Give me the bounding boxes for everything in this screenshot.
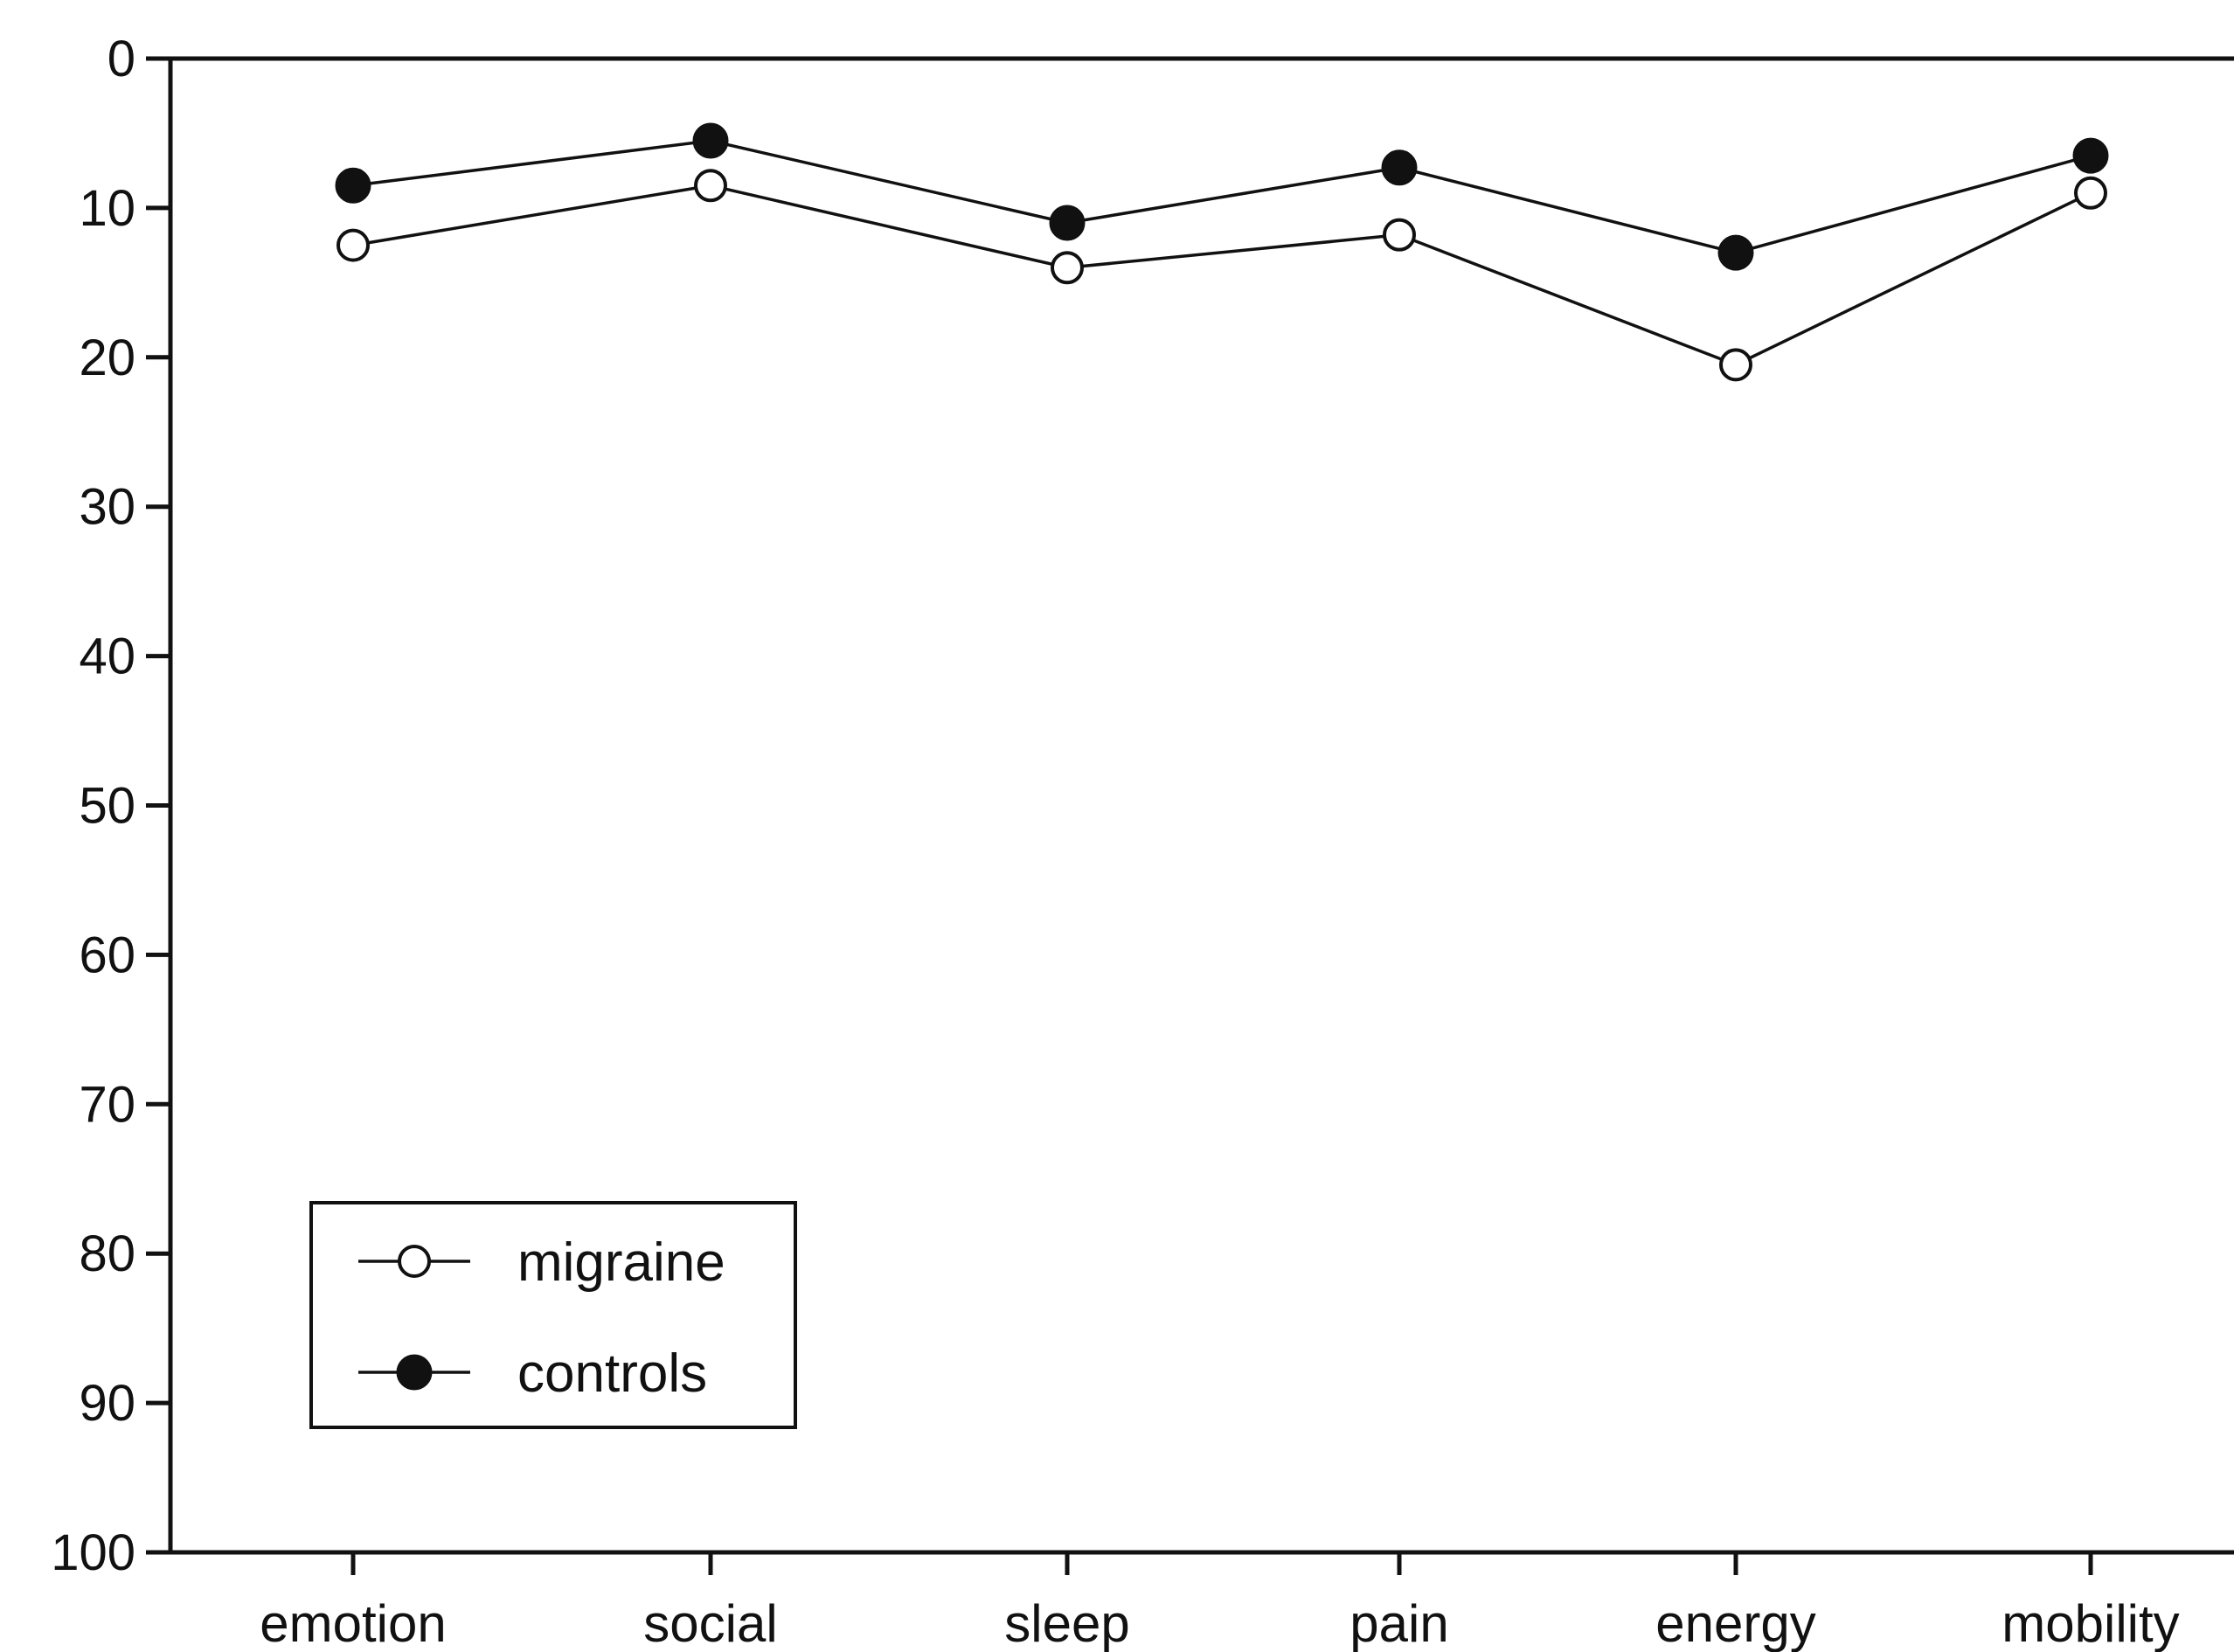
data-point-migraine: [336, 228, 370, 262]
series-layer: [335, 122, 2109, 382]
data-point-controls: [1717, 234, 1754, 271]
legend-marker-controls: [396, 1354, 433, 1391]
legend-marker-migraine: [398, 1245, 431, 1278]
data-point-controls: [2072, 137, 2109, 174]
legend: migraine controls: [309, 1201, 797, 1429]
x-tick-label: pain: [1349, 1594, 1448, 1652]
x-tick-label: emotion: [260, 1594, 446, 1652]
legend-label-controls: controls: [517, 1343, 707, 1404]
y-tick-label: 30: [79, 479, 135, 536]
data-point-controls: [1381, 149, 1418, 186]
data-point-controls: [1049, 205, 1086, 241]
data-point-migraine: [1051, 251, 1084, 285]
y-tick-label: 90: [79, 1375, 135, 1432]
x-tick-label: energy: [1655, 1594, 1815, 1652]
legend-label-migraine: migraine: [517, 1232, 725, 1293]
y-tick-label: 100: [51, 1524, 135, 1581]
x-axis: emotion social sleep pain energy mobility: [260, 1552, 2180, 1652]
legend-box: [309, 1201, 797, 1429]
y-axis: 0 10 20 30 40 50 60 70 80 90 100: [51, 31, 170, 1581]
y-tick-label: 20: [79, 330, 135, 386]
series-migraine: [336, 169, 2107, 382]
y-tick-label: 0: [108, 31, 135, 87]
data-point-controls: [335, 167, 371, 204]
y-tick-label: 80: [79, 1225, 135, 1282]
x-tick-label: mobility: [2002, 1594, 2179, 1652]
series-line-migraine: [352, 184, 2092, 367]
series-controls: [335, 122, 2109, 271]
y-tick-label: 60: [79, 927, 135, 983]
data-point-migraine: [1719, 348, 1752, 382]
data-point-migraine: [1383, 218, 1416, 252]
data-point-migraine: [694, 169, 727, 203]
y-tick-label: 40: [79, 628, 135, 685]
data-point-migraine: [2074, 176, 2107, 210]
y-tick-label: 10: [79, 180, 135, 237]
legend-entry-controls: controls: [358, 1343, 707, 1404]
data-point-controls: [692, 122, 729, 159]
x-tick-label: social: [643, 1594, 777, 1652]
legend-entry-migraine: migraine: [358, 1232, 725, 1293]
y-tick-label: 50: [79, 778, 135, 835]
y-tick-label: 70: [79, 1076, 135, 1133]
x-tick-label: sleep: [1004, 1594, 1129, 1652]
series-line-controls: [352, 139, 2092, 254]
